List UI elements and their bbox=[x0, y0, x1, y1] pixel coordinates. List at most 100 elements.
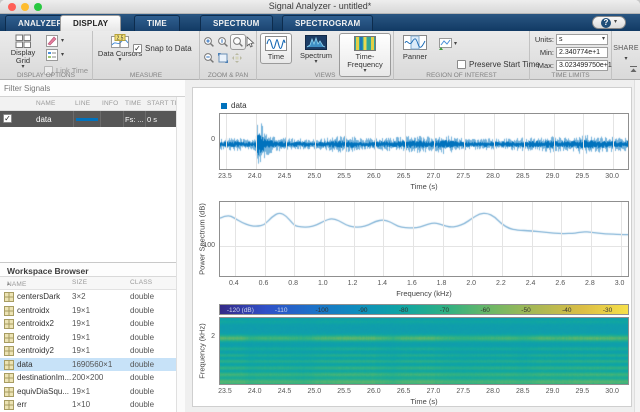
group-time-limits: Units: s ▾ Min: 2.340774e+1 Max: 3.02349… bbox=[530, 31, 612, 80]
x-tick-label: 27.0 bbox=[418, 173, 448, 180]
variable-icon bbox=[4, 333, 14, 343]
workspace-row[interactable]: centersDark3×2double bbox=[0, 290, 176, 304]
signal-row-data[interactable]: ✓ data Fs: ... 0 s bbox=[0, 111, 176, 127]
tab-spectrum[interactable]: SPECTRUM bbox=[200, 15, 273, 31]
tab-spectrogram[interactable]: SPECTROGRAM bbox=[282, 15, 373, 31]
filter-signals-box[interactable]: Filter Signals bbox=[0, 80, 185, 97]
panner-button[interactable]: Panner bbox=[398, 35, 432, 61]
tab-time[interactable]: TIME bbox=[134, 15, 180, 31]
snap-to-data-checkbox[interactable]: ✓Snap to Data bbox=[133, 40, 192, 58]
group-region-of-interest: Panner ▾ Preserve Start Time REGION OF I… bbox=[394, 31, 530, 80]
x-tick-label: 1.4 bbox=[367, 280, 397, 287]
variable-icon bbox=[4, 400, 14, 410]
zoom-y-icon bbox=[217, 36, 229, 48]
collapse-toolstrip-button[interactable] bbox=[629, 60, 638, 78]
gridline bbox=[621, 202, 622, 276]
time-plot[interactable] bbox=[219, 113, 629, 170]
group-zoom-pan: ZOOM & PAN bbox=[200, 31, 257, 80]
workspace-row[interactable]: err1×10double bbox=[0, 398, 176, 412]
x-tick-label: 25.5 bbox=[329, 388, 359, 395]
x-tick-label: 28.5 bbox=[508, 388, 538, 395]
time-frequency-view-label: Time-Frequency bbox=[340, 53, 390, 69]
x-tick-label: 0.6 bbox=[249, 280, 279, 287]
variable-size: 19×1 bbox=[72, 306, 90, 315]
x-tick-label: 23.5 bbox=[210, 388, 240, 395]
column-header-time[interactable]: TIME bbox=[125, 100, 141, 107]
zoom-xy-icon bbox=[232, 36, 244, 48]
workspace-row[interactable]: data1690560×1double bbox=[0, 358, 176, 372]
units-select[interactable]: s ▾ bbox=[556, 34, 608, 45]
column-header-info[interactable]: INFO bbox=[102, 100, 118, 107]
x-tick-label: 27.5 bbox=[448, 173, 478, 180]
x-tick-label: 2.4 bbox=[516, 280, 546, 287]
column-header-line[interactable]: LINE bbox=[75, 100, 90, 107]
main-scrollbar[interactable] bbox=[634, 80, 640, 412]
spectrum-plot[interactable] bbox=[219, 201, 629, 277]
spectrum-view-icon bbox=[305, 35, 327, 50]
time-view-button[interactable]: Time bbox=[260, 33, 292, 64]
max-label: Max: bbox=[532, 61, 554, 70]
gridline bbox=[502, 202, 503, 276]
colorbar-tick-label: -100 bbox=[315, 307, 328, 314]
zoom-xy-button[interactable] bbox=[230, 34, 246, 50]
gridline bbox=[256, 114, 257, 169]
variable-icon bbox=[4, 387, 14, 397]
x-tick-label: 2.8 bbox=[575, 280, 605, 287]
checkbox-checked-icon: ✓ bbox=[133, 44, 142, 53]
column-header-name[interactable]: NAME bbox=[36, 100, 56, 107]
sidebar-scrollbar[interactable] bbox=[176, 97, 185, 412]
max-time-input[interactable]: 3.023499750e+1 bbox=[556, 60, 608, 71]
workspace-row[interactable]: equivDiaSqu...19×1double bbox=[0, 385, 176, 399]
time-frequency-view-button[interactable]: Time-Frequency ▾ bbox=[339, 33, 391, 77]
zoom-out-button[interactable] bbox=[203, 52, 215, 64]
signal-line-swatch bbox=[76, 118, 98, 121]
column-header-start-time[interactable]: START TIME bbox=[147, 100, 176, 107]
workspace-column-size[interactable]: SIZE bbox=[72, 279, 87, 286]
panner-icon bbox=[403, 35, 427, 50]
display-grid-button[interactable]: Display Grid ▾ bbox=[5, 34, 41, 70]
x-tick-label: 28.5 bbox=[508, 173, 538, 180]
variable-class: double bbox=[130, 387, 154, 396]
x-tick-label: 29.5 bbox=[567, 388, 597, 395]
min-time-input[interactable]: 2.340774e+1 bbox=[556, 47, 608, 58]
display-panel: data 0 23.524.024.525.025.526.026.527.02… bbox=[185, 80, 640, 412]
gridline bbox=[375, 114, 376, 169]
spectrum-curve-canvas bbox=[220, 202, 628, 276]
spectrogram-plot[interactable] bbox=[219, 317, 629, 385]
workspace-row[interactable]: destinationIm...200×200double bbox=[0, 371, 176, 385]
zoom-out-icon bbox=[203, 52, 215, 64]
signal-start-time: 0 s bbox=[147, 115, 157, 124]
gridline bbox=[345, 114, 346, 169]
pointer-arrow-icon bbox=[245, 36, 255, 48]
variable-class: double bbox=[130, 333, 154, 342]
zoom-in-y-button[interactable] bbox=[217, 36, 229, 48]
colorbar-tick-label: -30 bbox=[603, 307, 612, 314]
fit-view-button[interactable] bbox=[217, 52, 229, 64]
chevron-down-icon: ▾ bbox=[21, 65, 24, 70]
signal-appearance-button[interactable]: ▾ bbox=[46, 35, 64, 47]
workspace-column-class[interactable]: CLASS bbox=[130, 279, 152, 286]
signal-checkbox-checked-icon[interactable]: ✓ bbox=[3, 114, 12, 123]
variable-name: data bbox=[17, 360, 71, 369]
group-views: Time Spectrum ▾ Time-Frequency bbox=[257, 31, 394, 80]
zoom-in-time-button[interactable] bbox=[203, 36, 215, 48]
legend-options-button[interactable]: ▾ bbox=[46, 49, 64, 61]
workspace-browser-header[interactable]: Workspace Browser bbox=[0, 262, 185, 277]
x-tick-label: 0.8 bbox=[278, 280, 308, 287]
group-measure: 2.5 Data Cursors ▾ ✓Snap to Data MEASURE bbox=[93, 31, 200, 80]
gridline bbox=[354, 202, 355, 276]
variable-icon bbox=[4, 306, 14, 316]
help-button[interactable]: ? ▾ bbox=[592, 16, 626, 29]
gridline bbox=[613, 114, 614, 169]
extract-signal-button[interactable]: ▾ bbox=[438, 38, 457, 51]
pan-button[interactable] bbox=[231, 52, 243, 64]
sidebar: Filter Signals NAME LINE INFO TIME START… bbox=[0, 80, 185, 412]
time-frequency-view-icon bbox=[354, 36, 376, 51]
workspace-row[interactable]: centroidx219×1double bbox=[0, 317, 176, 331]
tab-display[interactable]: DISPLAY bbox=[60, 15, 121, 31]
workspace-row[interactable]: centroidy19×1double bbox=[0, 331, 176, 345]
workspace-row[interactable]: centroidy219×1double bbox=[0, 344, 176, 358]
spectrum-view-button[interactable]: Spectrum ▾ bbox=[296, 33, 336, 67]
pointer-button[interactable] bbox=[245, 36, 255, 48]
workspace-row[interactable]: centroidx19×1double bbox=[0, 304, 176, 318]
